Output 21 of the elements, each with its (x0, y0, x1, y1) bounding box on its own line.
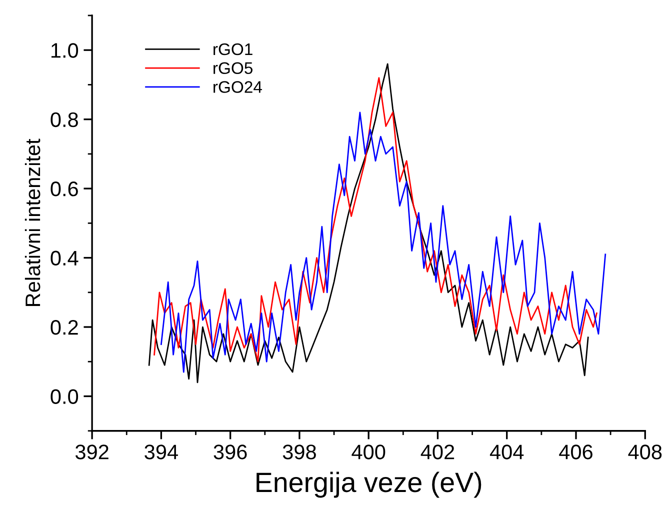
legend-label: rGO5 (214, 62, 252, 74)
x-tick-label: 406 (559, 444, 592, 460)
x-tick-label: 400 (352, 444, 386, 460)
x-axis-title: Energija veze (eV) (256, 472, 482, 498)
x-tick-label: 402 (420, 444, 454, 460)
y-tick-label: 0.2 (50, 320, 78, 335)
x-tick-label: 398 (282, 444, 316, 460)
y-tick-label: 0.0 (50, 389, 78, 404)
x-tick-label: 394 (144, 444, 178, 460)
legend-label: rGO1 (214, 43, 252, 56)
y-tick-label: 0.6 (50, 182, 78, 196)
x-tick-label: 392 (75, 444, 108, 460)
y-axis-title: Relativni intenzitet (24, 138, 40, 306)
x-tick-label: 404 (490, 444, 524, 460)
y-tick-label: 1.0 (52, 43, 78, 58)
line-series (160, 112, 606, 373)
legend-label: rGO24 (214, 81, 262, 93)
y-tick-label: 0.4 (50, 250, 78, 266)
x-tick-label: 396 (214, 444, 247, 460)
y-tick-label: 0.8 (50, 112, 78, 128)
x-tick-label: 408 (628, 444, 662, 460)
